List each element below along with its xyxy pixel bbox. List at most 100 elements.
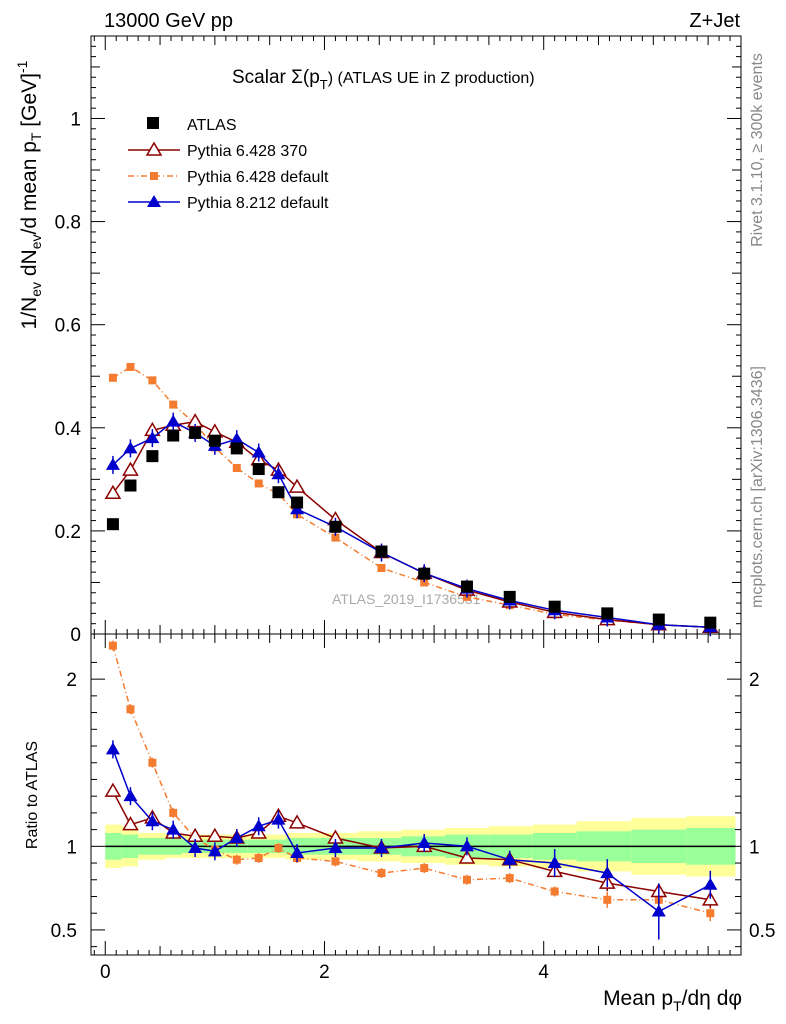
ratio-point bbox=[600, 866, 615, 879]
ratio-series-pythia-6-428-default bbox=[108, 640, 715, 922]
ratio-point bbox=[651, 904, 666, 917]
title-rest: ) (ATLAS UE in Z production) bbox=[328, 70, 535, 87]
y-tick-label-right: 2 bbox=[749, 670, 760, 691]
y-tick-label: 2 bbox=[66, 670, 77, 691]
title-sub: T bbox=[320, 77, 328, 92]
legend-label-p6-def: Pythia 6.428 default bbox=[187, 169, 329, 186]
data-point bbox=[460, 580, 473, 593]
ratio-point bbox=[547, 856, 562, 869]
ratio-point bbox=[122, 816, 139, 831]
ratio-point bbox=[417, 835, 432, 848]
ratio-point bbox=[374, 841, 389, 853]
data-point bbox=[271, 467, 286, 480]
data-point bbox=[123, 441, 138, 454]
ratio-point bbox=[251, 819, 266, 832]
ratio-point bbox=[505, 874, 514, 883]
ratio-point bbox=[169, 808, 178, 817]
ratio-point bbox=[603, 895, 612, 904]
data-point bbox=[232, 464, 241, 473]
y-tick-label: 0.6 bbox=[55, 316, 81, 337]
legend-label-p6-370: Pythia 6.428 370 bbox=[187, 143, 307, 160]
legend: ATLAS Pythia 6.428 370 Pythia 6.428 defa… bbox=[128, 117, 329, 212]
y-tick-label: 1 bbox=[70, 109, 81, 130]
data-point bbox=[652, 613, 665, 626]
ratio-point bbox=[108, 641, 117, 650]
ratio-point bbox=[290, 846, 305, 859]
ratio-series-pythia-8-212-default bbox=[105, 740, 718, 940]
legend-label-atlas: ATLAS bbox=[187, 117, 237, 134]
xlabel: Mean pT/dη dφ bbox=[603, 987, 742, 1014]
y-tick-label: 0.2 bbox=[55, 522, 81, 543]
data-point bbox=[288, 478, 306, 493]
legend-marker-p6-370 bbox=[145, 141, 163, 156]
data-point bbox=[377, 564, 386, 573]
main-ylabel: 1/Nev dNev/d mean pT [GeV]-1 bbox=[14, 60, 44, 329]
ratio-point bbox=[206, 827, 224, 843]
data-point bbox=[124, 479, 137, 492]
main-plot-area: 0 0.2 0.4 0.6 0.8 1 bbox=[55, 35, 742, 646]
xlabel-sub: T bbox=[673, 998, 682, 1014]
data-point bbox=[704, 616, 717, 629]
ratio-point bbox=[328, 841, 343, 853]
ratio-point bbox=[706, 909, 715, 918]
data-point bbox=[254, 479, 263, 488]
rivet-label: Rivet 3.1.10, ≥ 300k events bbox=[749, 53, 766, 247]
ratio-ylabel: Ratio to ATLAS bbox=[24, 741, 41, 849]
xlabel-rest: /dη dφ bbox=[682, 987, 742, 1010]
ratio-point bbox=[166, 822, 181, 835]
ratio-point bbox=[145, 814, 160, 827]
data-point bbox=[169, 400, 178, 409]
y-tick-label: 0 bbox=[70, 625, 81, 646]
legend-label-p8: Pythia 8.212 default bbox=[187, 195, 329, 212]
ratio-point bbox=[254, 854, 263, 863]
energy-label: 13000 GeV pp bbox=[104, 10, 233, 32]
data-point bbox=[208, 434, 221, 447]
data-point bbox=[229, 432, 244, 445]
legend-marker-p8 bbox=[147, 195, 161, 207]
data-point bbox=[126, 362, 135, 371]
data-point bbox=[329, 520, 342, 533]
ratio-point bbox=[105, 742, 120, 755]
legend-marker-p6-def bbox=[150, 172, 158, 180]
x-tick-label: 4 bbox=[538, 962, 549, 983]
ratio-plot-area: 0.5 0.5 1 1 2 2 0 2 4 bbox=[51, 633, 775, 983]
data-point bbox=[503, 590, 516, 603]
data-point bbox=[146, 450, 159, 463]
legend-marker-atlas bbox=[147, 117, 159, 129]
data-point bbox=[106, 518, 119, 531]
data-point bbox=[291, 496, 304, 509]
mcplots-label: mcplots.cern.ch [arXiv:1306.3436] bbox=[749, 366, 766, 608]
data-point bbox=[189, 426, 202, 439]
data-point bbox=[252, 463, 265, 476]
y-tick-label: 0.5 bbox=[51, 921, 77, 942]
ratio-point bbox=[420, 864, 429, 873]
ratio-point bbox=[126, 705, 135, 714]
data-point bbox=[272, 486, 285, 499]
data-point bbox=[251, 445, 266, 458]
ratio-point bbox=[550, 887, 559, 896]
ratio-point bbox=[462, 875, 471, 884]
data-point bbox=[601, 607, 614, 620]
data-point bbox=[108, 373, 117, 382]
chart-title: Scalar Σ(pT) (ATLAS UE in Z production) bbox=[232, 67, 535, 92]
ratio-point bbox=[207, 844, 222, 857]
analysis-watermark: ATLAS_2019_I1736531 bbox=[332, 591, 481, 607]
data-point bbox=[418, 567, 431, 580]
xlabel-main: Mean p bbox=[603, 987, 673, 1010]
data-point bbox=[331, 533, 340, 542]
axes-frame bbox=[90, 633, 742, 956]
process-label: Z+Jet bbox=[689, 10, 740, 32]
data-point bbox=[230, 442, 243, 455]
data-point bbox=[148, 376, 157, 385]
ratio-point bbox=[229, 830, 244, 843]
data-point bbox=[122, 461, 139, 476]
ratio-point bbox=[148, 758, 157, 767]
x-tick-label: 2 bbox=[319, 962, 330, 983]
ratio-point bbox=[377, 869, 386, 878]
ratio-point bbox=[331, 857, 340, 866]
ratio-point bbox=[104, 782, 122, 797]
ratio-point bbox=[274, 844, 283, 852]
ratio-point bbox=[703, 877, 718, 890]
ratio-point bbox=[123, 789, 138, 802]
